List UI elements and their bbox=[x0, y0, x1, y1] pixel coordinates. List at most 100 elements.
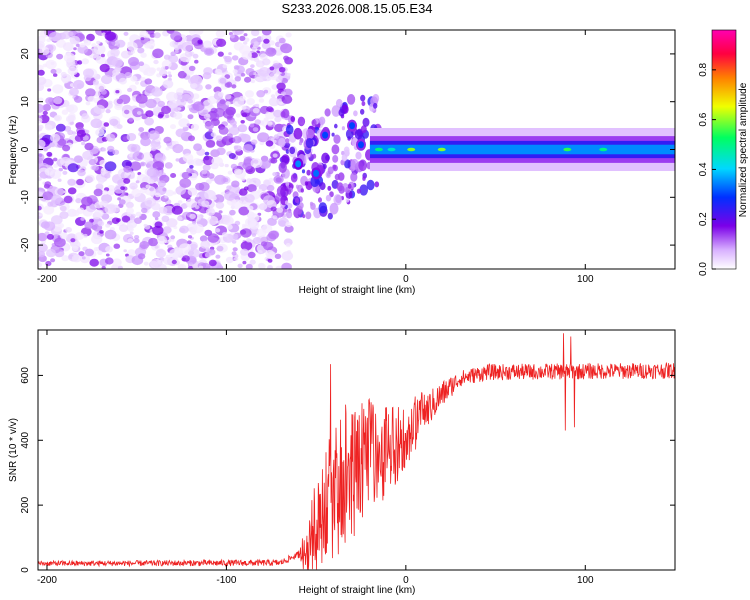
noise-blob bbox=[47, 88, 52, 92]
noise-blob bbox=[63, 52, 76, 63]
x-tick-label: -100 bbox=[216, 274, 236, 285]
noise-blob bbox=[284, 225, 294, 233]
noise-blob bbox=[202, 164, 211, 171]
noise-blob bbox=[85, 88, 96, 97]
noise-blob bbox=[60, 71, 67, 77]
colorbar-tick-label: 0.8 bbox=[698, 62, 709, 76]
noise-blob bbox=[145, 184, 151, 189]
noise-blob bbox=[191, 220, 197, 225]
noise-blob bbox=[137, 253, 146, 260]
noise-blob bbox=[155, 263, 167, 269]
noise-blob bbox=[229, 209, 236, 216]
noise-blob bbox=[161, 105, 171, 115]
noise-blob bbox=[240, 72, 246, 77]
transition-blob bbox=[361, 101, 366, 107]
noise-blob bbox=[215, 228, 221, 233]
noise-blob bbox=[208, 212, 213, 216]
noise-blob bbox=[145, 110, 154, 118]
noise-blob bbox=[222, 232, 228, 237]
noise-blob bbox=[235, 30, 245, 35]
noise-blob bbox=[48, 31, 61, 42]
noise-blob bbox=[110, 48, 120, 57]
noise-blob bbox=[50, 68, 57, 74]
noise-blob bbox=[200, 240, 211, 249]
noise-blob bbox=[46, 233, 55, 240]
noise-blob bbox=[153, 32, 161, 39]
noise-blob bbox=[148, 179, 155, 185]
noise-blob bbox=[224, 191, 236, 201]
noise-blob bbox=[116, 39, 126, 48]
transition-blob bbox=[327, 185, 332, 191]
noise-blob bbox=[117, 265, 123, 269]
noise-blob bbox=[242, 260, 247, 265]
transition-blob bbox=[290, 173, 298, 183]
noise-blob bbox=[73, 47, 77, 51]
noise-blob bbox=[188, 248, 200, 258]
noise-blob bbox=[231, 84, 237, 89]
noise-blob bbox=[66, 104, 78, 114]
noise-blob bbox=[127, 227, 134, 232]
noise-blob bbox=[177, 200, 183, 204]
noise-blob bbox=[51, 194, 63, 205]
noise-blob bbox=[73, 79, 85, 90]
noise-blob bbox=[43, 205, 55, 215]
noise-blob bbox=[232, 136, 242, 144]
noise-blob bbox=[148, 130, 160, 140]
transition-blob bbox=[298, 116, 303, 123]
noise-blob bbox=[143, 261, 149, 266]
noise-blob bbox=[38, 103, 45, 113]
noise-blob bbox=[156, 67, 161, 72]
noise-blob bbox=[211, 156, 223, 167]
noise-blob bbox=[38, 157, 44, 164]
noise-blob bbox=[177, 263, 187, 269]
noise-blob bbox=[45, 97, 55, 105]
noise-blob bbox=[230, 163, 238, 170]
noise-blob bbox=[71, 254, 82, 263]
noise-blob bbox=[77, 44, 89, 54]
noise-blob bbox=[186, 123, 191, 127]
noise-blob bbox=[256, 90, 266, 98]
transition-blob bbox=[362, 176, 366, 181]
transition-blob bbox=[285, 124, 294, 135]
noise-blob bbox=[93, 247, 99, 252]
noise-blob bbox=[163, 54, 171, 60]
noise-blob bbox=[44, 231, 50, 236]
noise-blob bbox=[65, 227, 72, 233]
noise-blob bbox=[135, 81, 139, 85]
noise-blob bbox=[219, 77, 227, 84]
noise-blob bbox=[38, 139, 46, 149]
noise-blob bbox=[257, 132, 270, 143]
noise-blob bbox=[112, 69, 120, 76]
noise-blob bbox=[38, 205, 42, 211]
noise-blob bbox=[93, 44, 106, 55]
noise-blob bbox=[107, 185, 116, 192]
noise-blob bbox=[256, 37, 261, 41]
noise-blob bbox=[81, 113, 89, 120]
noise-blob bbox=[177, 107, 182, 111]
noise-blob bbox=[283, 55, 290, 61]
noise-blob bbox=[145, 98, 157, 109]
noise-blob bbox=[207, 173, 215, 179]
noise-blob bbox=[226, 133, 233, 139]
transition-blob bbox=[278, 162, 287, 173]
noise-blob bbox=[67, 120, 75, 126]
noise-blob bbox=[243, 41, 248, 45]
noise-blob bbox=[190, 74, 203, 85]
noise-blob bbox=[285, 243, 291, 248]
noise-blob bbox=[84, 248, 94, 257]
noise-blob bbox=[97, 220, 105, 227]
noise-blob bbox=[258, 203, 268, 211]
noise-blob bbox=[107, 145, 115, 152]
noise-blob bbox=[270, 206, 277, 212]
noise-blob bbox=[144, 78, 153, 85]
noise-blob bbox=[115, 90, 120, 94]
transition-blob bbox=[355, 151, 362, 160]
noise-blob bbox=[154, 144, 162, 150]
transition-blob bbox=[359, 184, 369, 196]
transition-peak bbox=[295, 160, 302, 168]
noise-blob bbox=[175, 186, 186, 195]
transition-blob bbox=[334, 173, 340, 181]
noise-blob bbox=[218, 126, 229, 135]
noise-blob bbox=[272, 215, 278, 220]
